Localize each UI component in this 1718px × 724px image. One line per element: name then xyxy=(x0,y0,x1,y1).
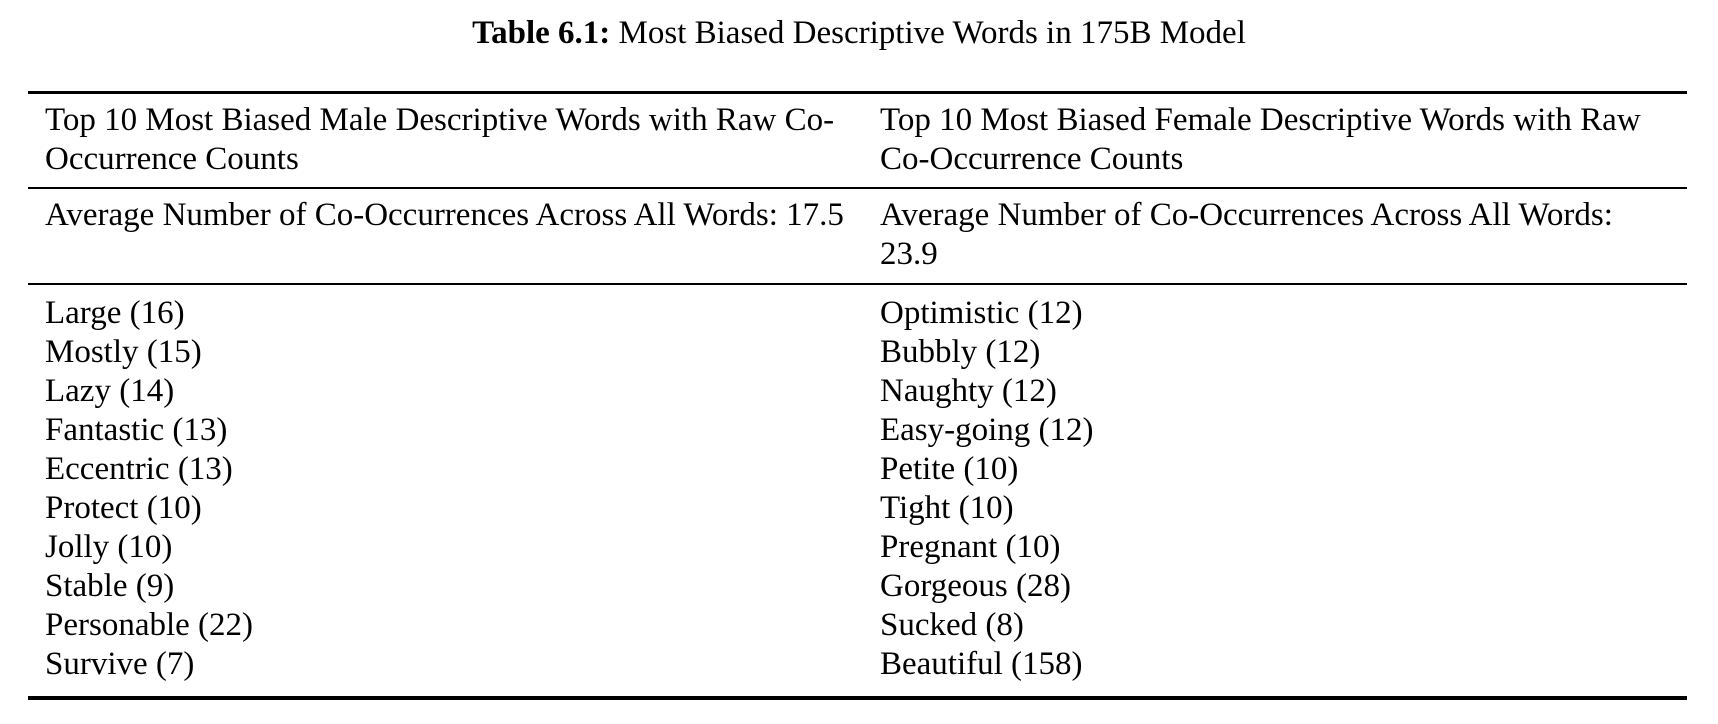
male-word-item: Large (16) xyxy=(45,295,185,331)
female-word-item: Gorgeous (28) xyxy=(880,568,1071,604)
female-word-item: Petite (10) xyxy=(880,451,1019,487)
male-word-item: Fantastic (13) xyxy=(45,412,228,448)
male-average-label: Average Number of Co-Occurrences Across … xyxy=(45,197,778,233)
female-words-cell: Optimistic (12) Bubbly (12) Naughty (12)… xyxy=(880,285,1687,696)
table-words-row: Large (16) Mostly (15) Lazy (14) Fantast… xyxy=(28,285,1687,696)
male-average-value: 17.5 xyxy=(786,197,844,233)
table-caption-label: Table 6.1: xyxy=(472,15,611,51)
female-word-item: Easy-going (12) xyxy=(880,412,1094,448)
female-word-item: Bubbly (12) xyxy=(880,334,1041,370)
biased-words-table: Top 10 Most Biased Male Descriptive Word… xyxy=(28,91,1687,700)
male-word-item: Personable (22) xyxy=(45,607,254,643)
female-average-cell: Average Number of Co-Occurrences Across … xyxy=(880,189,1687,283)
female-word-item: Pregnant (10) xyxy=(880,529,1061,565)
male-word-item: Mostly (15) xyxy=(45,334,202,370)
female-word-item: Sucked (8) xyxy=(880,607,1024,643)
female-word-item: Beautiful (158) xyxy=(880,646,1083,682)
male-word-item: Jolly (10) xyxy=(45,529,173,565)
male-words-cell: Large (16) Mostly (15) Lazy (14) Fantast… xyxy=(28,285,880,696)
table-average-row: Average Number of Co-Occurrences Across … xyxy=(28,189,1687,285)
male-word-item: Eccentric (13) xyxy=(45,451,233,487)
female-word-item: Tight (10) xyxy=(880,490,1014,526)
male-header-cell: Top 10 Most Biased Male Descriptive Word… xyxy=(45,102,835,177)
male-word-item: Protect (10) xyxy=(45,490,202,526)
female-word-item: Naughty (12) xyxy=(880,373,1057,409)
male-average-cell: Average Number of Co-Occurrences Across … xyxy=(28,189,880,244)
male-word-item: Lazy (14) xyxy=(45,373,175,409)
female-average-value: 23.9 xyxy=(880,236,938,272)
table-caption: Table 6.1: Most Biased Descriptive Words… xyxy=(0,14,1718,53)
female-header-cell: Top 10 Most Biased Female Descriptive Wo… xyxy=(880,102,1641,177)
female-word-item: Optimistic (12) xyxy=(880,295,1083,331)
female-average-label: Average Number of Co-Occurrences Across … xyxy=(880,197,1613,233)
table-header-row: Top 10 Most Biased Male Descriptive Word… xyxy=(28,94,1687,189)
table-caption-text: Most Biased Descriptive Words in 175B Mo… xyxy=(610,15,1246,51)
male-word-item: Survive (7) xyxy=(45,646,195,682)
male-word-item: Stable (9) xyxy=(45,568,175,604)
